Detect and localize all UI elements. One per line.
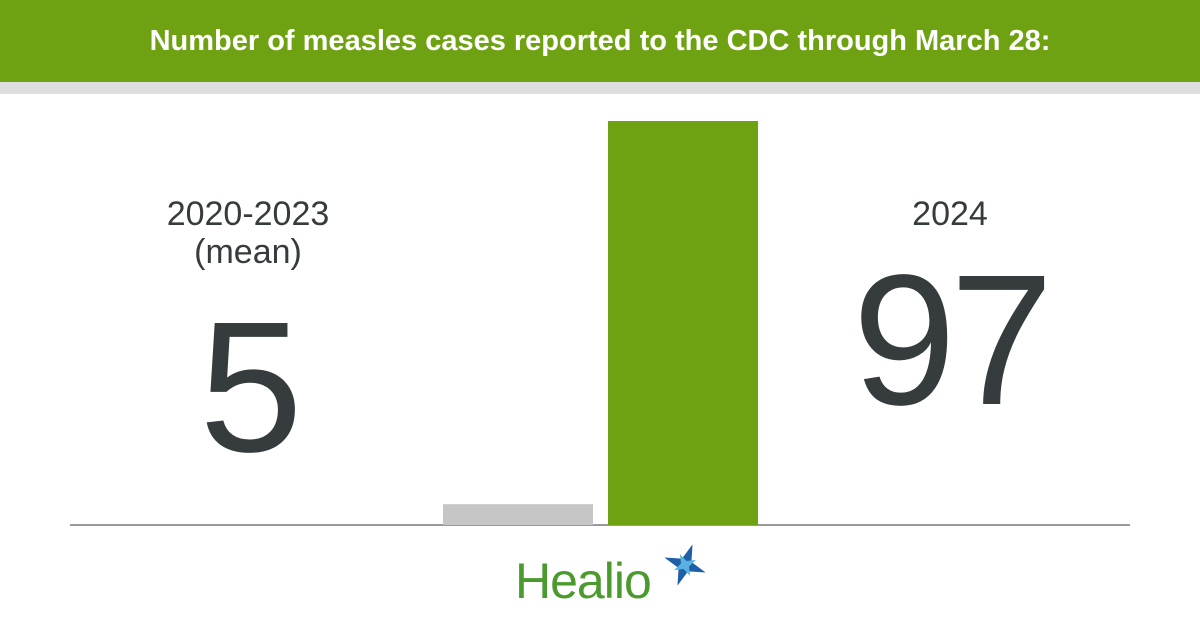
logo-star bbox=[664, 544, 706, 586]
value-label: 97 bbox=[852, 237, 1054, 444]
chart-title: Number of measles cases reported to the … bbox=[0, 0, 1200, 82]
category-label: 2020-2023 (mean) bbox=[166, 195, 330, 271]
category-label: 2024 bbox=[912, 195, 988, 233]
value-label: 5 bbox=[199, 284, 302, 491]
bar bbox=[608, 121, 758, 525]
header-strip bbox=[0, 82, 1200, 94]
bar bbox=[443, 504, 593, 525]
brand-logo: Healio bbox=[515, 553, 652, 609]
